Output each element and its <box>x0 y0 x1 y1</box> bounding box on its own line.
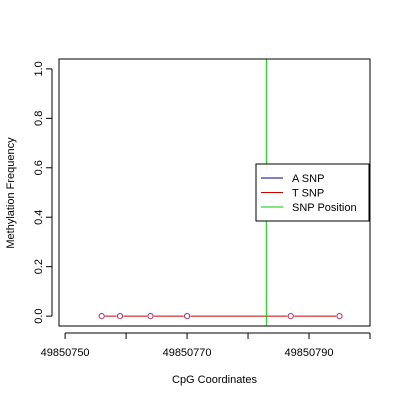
y-tick-label: 0.6 <box>33 160 45 175</box>
y-tick-label: 0.4 <box>33 210 45 225</box>
data-point <box>116 313 124 320</box>
y-tick-label: 0.0 <box>33 308 45 323</box>
y-tick-label: 0.8 <box>33 111 45 126</box>
x-axis-label: CpG Coordinates <box>172 374 257 386</box>
data-point <box>98 313 105 320</box>
x-tick-label: 49850750 <box>41 347 90 359</box>
legend-label: A SNP <box>292 173 324 185</box>
legend: A SNP T SNP SNP Position <box>255 163 370 222</box>
data-point <box>287 313 294 320</box>
x-tick-label: 49850770 <box>163 347 212 359</box>
data-point <box>336 313 343 320</box>
y-axis: 0.0 0.2 0.4 0.6 0.8 1.0 <box>33 61 53 324</box>
data-point <box>183 313 191 320</box>
x-axis: 49850750 49850770 49850790 <box>41 332 371 359</box>
data-point <box>147 313 154 320</box>
y-tick-label: 0.2 <box>33 259 45 274</box>
y-axis-label: Methylation Frequency <box>5 137 17 249</box>
legend-label: SNP Position <box>292 202 357 214</box>
plot-frame <box>58 58 371 327</box>
y-tick-label: 1.0 <box>33 61 45 76</box>
x-tick-label: 49850790 <box>285 347 334 359</box>
legend-label: T SNP <box>292 188 324 200</box>
